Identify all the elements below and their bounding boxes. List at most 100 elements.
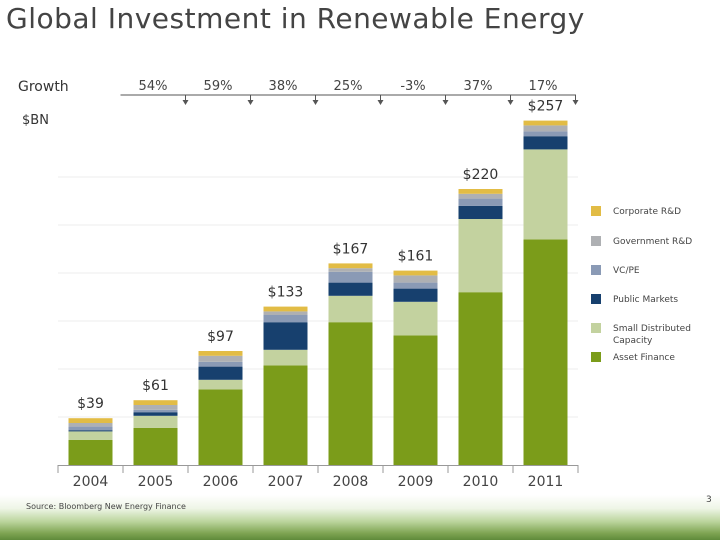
- growth-value: 25%: [334, 79, 363, 94]
- legend-swatch: [591, 236, 601, 246]
- legend-label: Small Distributed Capacity: [613, 324, 691, 346]
- bar-segment: [523, 239, 568, 465]
- legend-swatch: [591, 323, 601, 333]
- grass-footer-image: [0, 495, 720, 540]
- bar-segment: [198, 379, 243, 390]
- growth-arrow: [247, 100, 254, 105]
- bar-segment: [393, 275, 438, 283]
- x-tick-label: 2011: [528, 474, 564, 490]
- bar-segment: [458, 189, 503, 194]
- total-label: $133: [268, 285, 304, 301]
- legend-label: VC/PE: [613, 266, 640, 276]
- total-label: $220: [463, 167, 499, 183]
- bar-segment: [68, 430, 113, 432]
- y-axis-label: $BN: [22, 113, 49, 128]
- bar-segment: [263, 315, 308, 323]
- growth-value: 54%: [139, 79, 168, 94]
- total-label: $161: [398, 249, 434, 265]
- growth-value: 37%: [464, 79, 493, 94]
- legend-label: Public Markets: [613, 295, 678, 305]
- bar-segment: [393, 288, 438, 302]
- x-tick-label: 2010: [463, 474, 499, 490]
- total-label: $97: [207, 329, 234, 345]
- growth-value: 38%: [269, 79, 298, 94]
- bar-segment: [198, 351, 243, 356]
- bar-segment: [393, 301, 438, 336]
- bar-segment: [133, 405, 178, 410]
- growth-value: 17%: [529, 79, 558, 94]
- bar-segment: [133, 415, 178, 428]
- bar-segment: [68, 431, 113, 440]
- bar-segment: [263, 322, 308, 350]
- bar-segment: [263, 349, 308, 366]
- growth-value: 59%: [204, 79, 233, 94]
- growth-bracket: [120, 94, 186, 102]
- bar-segment: [198, 366, 243, 380]
- bar-segment: [393, 335, 438, 465]
- growth-bracket: [380, 94, 446, 102]
- bar-segment: [263, 306, 308, 312]
- bar-segment: [68, 426, 113, 431]
- growth-bracket: [445, 94, 511, 102]
- bar-segment: [523, 120, 568, 126]
- growth-arrow: [507, 100, 514, 105]
- bar-segment: [68, 423, 113, 427]
- bar-segment: [458, 193, 503, 199]
- bar-segment: [198, 361, 243, 367]
- bar-segment: [328, 282, 373, 296]
- bar-segment: [198, 355, 243, 362]
- bar-segment: [523, 125, 568, 132]
- bar-segment: [523, 131, 568, 137]
- x-tick-label: 2009: [398, 474, 434, 490]
- growth-bracket: [250, 94, 316, 102]
- bar-segment: [393, 282, 438, 289]
- bar-segment: [328, 271, 373, 283]
- growth-bracket: [510, 94, 576, 102]
- bar-segment: [328, 322, 373, 465]
- legend-label: Asset Finance: [613, 353, 675, 363]
- bar-segment: [68, 439, 113, 465]
- growth-arrow: [312, 100, 319, 105]
- bar-segment: [263, 365, 308, 465]
- x-tick-label: 2006: [203, 474, 239, 490]
- total-label: $61: [142, 378, 169, 394]
- growth-arrow: [377, 100, 384, 105]
- source-note: Source: Bloomberg New Energy Finance: [26, 502, 186, 511]
- page-number: 3: [706, 495, 712, 505]
- bar-segment: [263, 311, 308, 315]
- bar-segment: [458, 219, 503, 293]
- x-tick-label: 2005: [138, 474, 174, 490]
- total-label: $39: [77, 396, 104, 412]
- x-tick-label: 2008: [333, 474, 369, 490]
- legend-swatch: [591, 206, 601, 216]
- x-tick-label: 2007: [268, 474, 304, 490]
- bar-segment: [523, 149, 568, 240]
- bar-segment: [133, 427, 178, 465]
- growth-value: -3%: [400, 79, 425, 94]
- legend-label: Corporate R&D: [613, 207, 681, 217]
- chart-title: Global Investment in Renewable Energy: [6, 2, 585, 35]
- growth-arrow: [442, 100, 449, 105]
- bar-segment: [328, 295, 373, 323]
- bar-segment: [523, 136, 568, 150]
- bar-segment: [133, 409, 178, 413]
- bar-segment: [328, 268, 373, 272]
- bar-segment: [68, 418, 113, 423]
- growth-arrow: [182, 100, 189, 105]
- legend-swatch: [591, 265, 601, 275]
- growth-label: Growth: [18, 79, 69, 95]
- bar-segment: [133, 412, 178, 416]
- legend-swatch: [591, 352, 601, 362]
- total-label: $257: [528, 99, 564, 115]
- bar-segment: [328, 263, 373, 269]
- legend-swatch: [591, 294, 601, 304]
- bar-segment: [458, 292, 503, 465]
- legend-label: Government R&D: [613, 237, 692, 247]
- bar-segment: [198, 389, 243, 465]
- growth-bracket: [185, 94, 251, 102]
- stacked-bar-chart: $BN $39 2004 $61 2005 $97 2006 $133 2007 $167 2008…: [18, 79, 692, 490]
- bar-segment: [458, 198, 503, 206]
- bar-segment: [393, 270, 438, 276]
- total-label: $167: [333, 241, 369, 257]
- growth-arrow: [572, 100, 579, 105]
